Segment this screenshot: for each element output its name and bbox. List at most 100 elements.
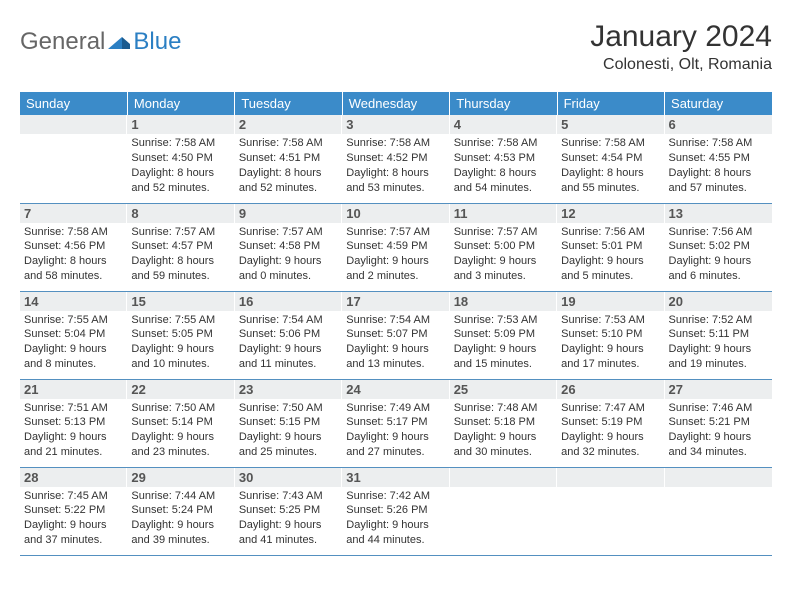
day-sunset: Sunset: 4:54 PM [561, 151, 660, 166]
day-sunrise: Sunrise: 7:58 AM [346, 136, 445, 151]
day-daylight1: Daylight: 9 hours [454, 254, 553, 269]
day-sunrise: Sunrise: 7:47 AM [561, 401, 660, 416]
day-number: 13 [665, 204, 772, 223]
day-sunset: Sunset: 5:01 PM [561, 239, 660, 254]
day-sunset: Sunset: 5:00 PM [454, 239, 553, 254]
calendar-day-cell [557, 467, 664, 555]
calendar-day-cell: 3Sunrise: 7:58 AMSunset: 4:52 PMDaylight… [342, 115, 449, 203]
calendar-day-cell: 27Sunrise: 7:46 AMSunset: 5:21 PMDayligh… [665, 379, 772, 467]
day-sunrise: Sunrise: 7:52 AM [669, 313, 768, 328]
day-daylight2: and 54 minutes. [454, 181, 553, 196]
day-content: Sunrise: 7:58 AMSunset: 4:51 PMDaylight:… [235, 134, 342, 199]
day-number: 17 [342, 292, 449, 311]
day-sunrise: Sunrise: 7:56 AM [561, 225, 660, 240]
day-number: 3 [342, 115, 449, 134]
day-daylight1: Daylight: 9 hours [669, 430, 768, 445]
day-sunrise: Sunrise: 7:55 AM [24, 313, 123, 328]
logo-icon [108, 28, 130, 56]
day-daylight2: and 52 minutes. [239, 181, 338, 196]
day-number: 16 [235, 292, 342, 311]
day-sunrise: Sunrise: 7:57 AM [131, 225, 230, 240]
day-content: Sunrise: 7:58 AMSunset: 4:56 PMDaylight:… [20, 223, 127, 288]
day-daylight2: and 59 minutes. [131, 269, 230, 284]
day-sunset: Sunset: 5:15 PM [239, 415, 338, 430]
calendar-week-row: 28Sunrise: 7:45 AMSunset: 5:22 PMDayligh… [20, 467, 772, 555]
day-sunset: Sunset: 5:18 PM [454, 415, 553, 430]
calendar-day-cell: 10Sunrise: 7:57 AMSunset: 4:59 PMDayligh… [342, 203, 449, 291]
day-content: Sunrise: 7:58 AMSunset: 4:54 PMDaylight:… [557, 134, 664, 199]
day-daylight2: and 5 minutes. [561, 269, 660, 284]
day-sunset: Sunset: 5:04 PM [24, 327, 123, 342]
day-number: 11 [450, 204, 557, 223]
calendar-day-cell: 5Sunrise: 7:58 AMSunset: 4:54 PMDaylight… [557, 115, 664, 203]
day-content: Sunrise: 7:52 AMSunset: 5:11 PMDaylight:… [665, 311, 772, 376]
day-number: 31 [342, 468, 449, 487]
day-number-empty [450, 468, 557, 487]
day-content: Sunrise: 7:44 AMSunset: 5:24 PMDaylight:… [127, 487, 234, 552]
calendar-week-row: 14Sunrise: 7:55 AMSunset: 5:04 PMDayligh… [20, 291, 772, 379]
weekday-header: Monday [127, 92, 234, 115]
day-number: 28 [20, 468, 127, 487]
logo: General Blue [20, 20, 181, 56]
calendar-day-cell: 17Sunrise: 7:54 AMSunset: 5:07 PMDayligh… [342, 291, 449, 379]
day-daylight2: and 32 minutes. [561, 445, 660, 460]
day-sunrise: Sunrise: 7:58 AM [239, 136, 338, 151]
calendar-day-cell: 30Sunrise: 7:43 AMSunset: 5:25 PMDayligh… [235, 467, 342, 555]
day-sunrise: Sunrise: 7:57 AM [239, 225, 338, 240]
day-content: Sunrise: 7:56 AMSunset: 5:02 PMDaylight:… [665, 223, 772, 288]
day-sunset: Sunset: 4:53 PM [454, 151, 553, 166]
day-content: Sunrise: 7:57 AMSunset: 4:58 PMDaylight:… [235, 223, 342, 288]
day-sunset: Sunset: 5:25 PM [239, 503, 338, 518]
day-daylight1: Daylight: 9 hours [239, 342, 338, 357]
day-daylight2: and 41 minutes. [239, 533, 338, 548]
day-number-empty [557, 468, 664, 487]
day-content: Sunrise: 7:50 AMSunset: 5:15 PMDaylight:… [235, 399, 342, 464]
day-sunrise: Sunrise: 7:57 AM [346, 225, 445, 240]
day-sunset: Sunset: 5:09 PM [454, 327, 553, 342]
day-sunset: Sunset: 4:57 PM [131, 239, 230, 254]
day-sunrise: Sunrise: 7:58 AM [131, 136, 230, 151]
day-content: Sunrise: 7:53 AMSunset: 5:10 PMDaylight:… [557, 311, 664, 376]
day-sunset: Sunset: 4:56 PM [24, 239, 123, 254]
day-content: Sunrise: 7:54 AMSunset: 5:07 PMDaylight:… [342, 311, 449, 376]
day-content: Sunrise: 7:51 AMSunset: 5:13 PMDaylight:… [20, 399, 127, 464]
day-daylight2: and 58 minutes. [24, 269, 123, 284]
day-number: 26 [557, 380, 664, 399]
calendar-table: SundayMondayTuesdayWednesdayThursdayFrid… [20, 92, 772, 556]
day-daylight2: and 3 minutes. [454, 269, 553, 284]
day-daylight2: and 17 minutes. [561, 357, 660, 372]
day-daylight2: and 39 minutes. [131, 533, 230, 548]
location: Colonesti, Olt, Romania [590, 56, 772, 74]
weekday-header: Friday [557, 92, 664, 115]
day-content: Sunrise: 7:55 AMSunset: 5:04 PMDaylight:… [20, 311, 127, 376]
calendar-day-cell: 23Sunrise: 7:50 AMSunset: 5:15 PMDayligh… [235, 379, 342, 467]
day-number: 14 [20, 292, 127, 311]
day-daylight2: and 25 minutes. [239, 445, 338, 460]
day-number: 8 [127, 204, 234, 223]
day-number: 24 [342, 380, 449, 399]
day-daylight1: Daylight: 9 hours [454, 430, 553, 445]
day-content: Sunrise: 7:45 AMSunset: 5:22 PMDaylight:… [20, 487, 127, 552]
calendar-day-cell: 18Sunrise: 7:53 AMSunset: 5:09 PMDayligh… [450, 291, 557, 379]
day-sunrise: Sunrise: 7:54 AM [346, 313, 445, 328]
day-sunrise: Sunrise: 7:53 AM [454, 313, 553, 328]
day-daylight1: Daylight: 9 hours [131, 342, 230, 357]
day-sunset: Sunset: 5:22 PM [24, 503, 123, 518]
day-daylight1: Daylight: 8 hours [669, 166, 768, 181]
day-number: 12 [557, 204, 664, 223]
day-daylight2: and 6 minutes. [669, 269, 768, 284]
calendar-day-cell: 28Sunrise: 7:45 AMSunset: 5:22 PMDayligh… [20, 467, 127, 555]
day-daylight2: and 8 minutes. [24, 357, 123, 372]
calendar-day-cell [665, 467, 772, 555]
calendar-day-cell: 19Sunrise: 7:53 AMSunset: 5:10 PMDayligh… [557, 291, 664, 379]
day-content: Sunrise: 7:49 AMSunset: 5:17 PMDaylight:… [342, 399, 449, 464]
day-number: 7 [20, 204, 127, 223]
day-daylight1: Daylight: 9 hours [454, 342, 553, 357]
day-content: Sunrise: 7:53 AMSunset: 5:09 PMDaylight:… [450, 311, 557, 376]
day-sunrise: Sunrise: 7:54 AM [239, 313, 338, 328]
day-number: 5 [557, 115, 664, 134]
calendar-day-cell [450, 467, 557, 555]
day-daylight2: and 30 minutes. [454, 445, 553, 460]
day-sunset: Sunset: 5:17 PM [346, 415, 445, 430]
day-daylight1: Daylight: 8 hours [131, 166, 230, 181]
